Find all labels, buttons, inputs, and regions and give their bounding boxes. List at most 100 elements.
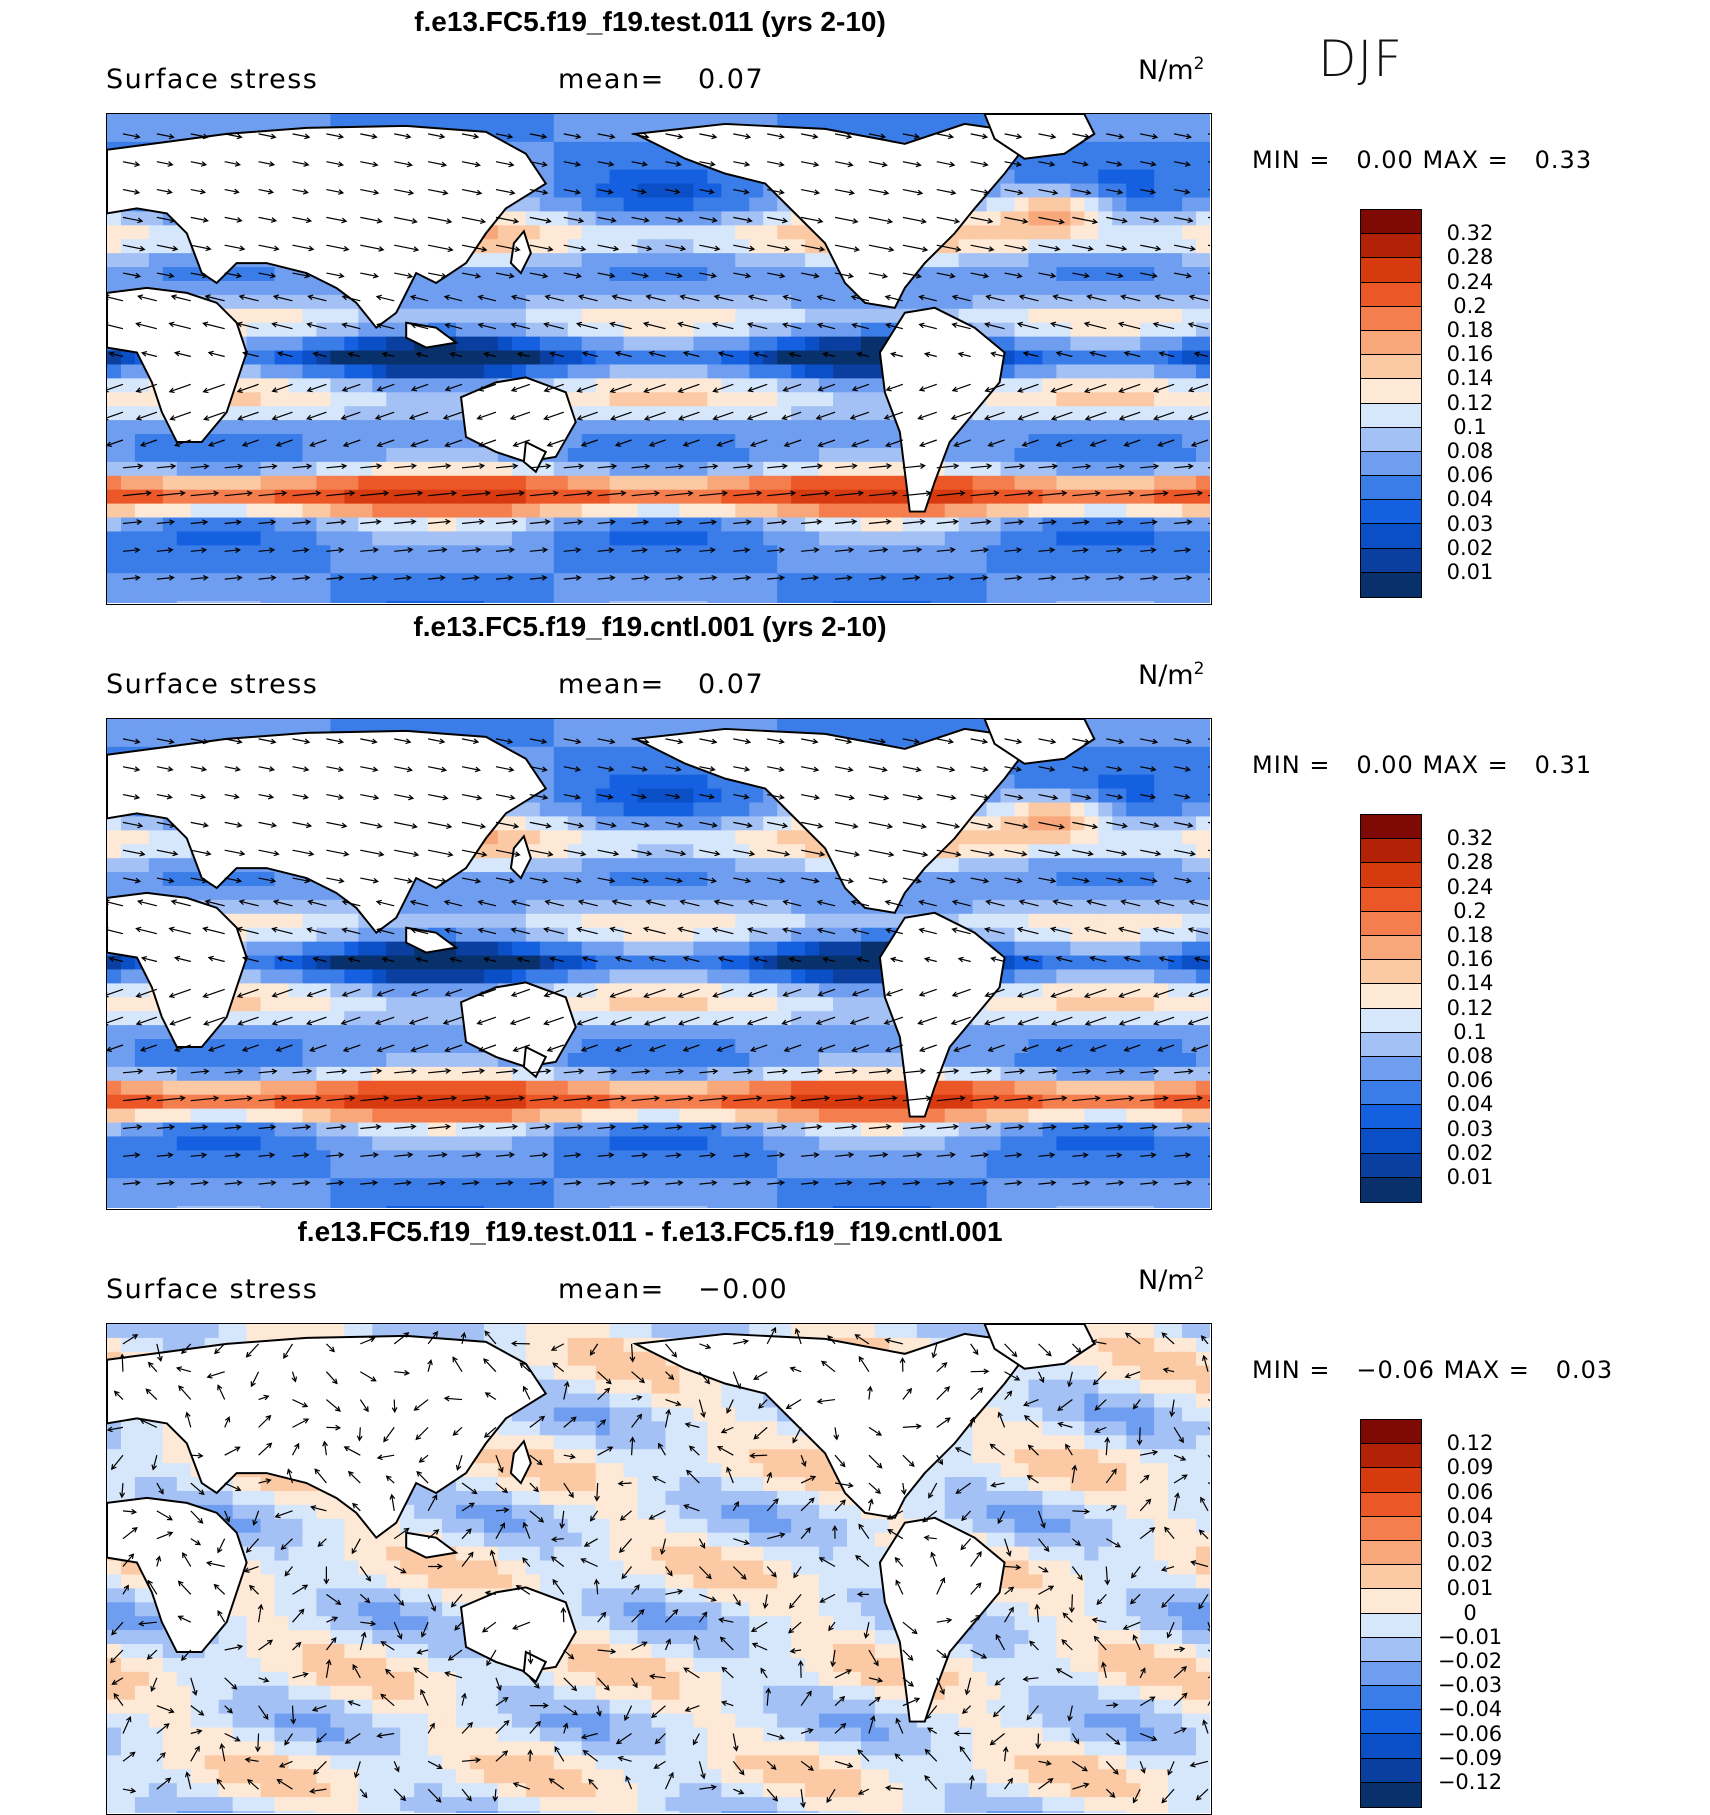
vector-arrow — [936, 244, 962, 252]
vector-arrow — [733, 1538, 750, 1546]
vector-arrow — [936, 766, 956, 773]
color-level-label: −0.04 — [1437, 1697, 1503, 1722]
vector-arrow — [1106, 519, 1124, 526]
vector-arrow — [631, 1371, 646, 1384]
vector-arrow — [190, 574, 209, 581]
vector-arrow — [868, 463, 893, 469]
vector-arrow — [522, 1557, 531, 1567]
vector-arrow — [767, 463, 789, 470]
vector-arrow — [1153, 411, 1175, 421]
vector-arrow — [597, 244, 620, 252]
vector-arrow — [529, 1677, 540, 1689]
vector-arrow — [427, 1594, 437, 1612]
vector-arrow — [1173, 161, 1192, 167]
vector-arrow — [245, 1538, 260, 1554]
vector-arrow — [206, 1371, 225, 1379]
vector-arrow — [588, 1778, 599, 1790]
vector-arrow — [258, 463, 278, 470]
vector-arrow — [394, 1095, 424, 1102]
vector-arrow — [150, 1677, 158, 1693]
vector-arrow — [548, 1778, 565, 1790]
vector-arrow — [699, 216, 718, 223]
vector-arrow — [276, 1778, 293, 1790]
vector-arrow — [427, 1330, 439, 1345]
vector-arrow — [376, 927, 395, 935]
vector-arrow — [699, 574, 718, 581]
color-swatch — [1361, 258, 1421, 283]
vector-arrow — [1187, 411, 1209, 421]
vector-arrow — [190, 1705, 205, 1716]
vector-arrow — [258, 766, 276, 772]
vector-arrow — [461, 1180, 480, 1186]
vector-arrow — [1190, 1560, 1209, 1568]
vector-arrow — [834, 1722, 847, 1734]
vector-arrow — [495, 849, 521, 857]
vector-arrow — [677, 926, 700, 935]
vector-arrow — [718, 1617, 734, 1624]
vector-arrow — [1072, 821, 1099, 830]
vector-arrow — [953, 439, 971, 448]
vector-arrow — [902, 1068, 926, 1074]
vector-arrow — [1038, 1068, 1059, 1075]
vector-arrow — [886, 1510, 904, 1520]
vector-arrow — [190, 1095, 220, 1102]
vector-arrow — [917, 1016, 937, 1025]
vector-arrow — [360, 244, 385, 252]
vector-arrow — [692, 1733, 700, 1746]
vector-arrow — [867, 1385, 873, 1400]
mean-value: 0.07 — [698, 669, 765, 700]
vector-arrow — [1017, 1016, 1039, 1026]
vector-arrow — [326, 519, 347, 525]
vector-arrow — [665, 1398, 682, 1407]
vector-arrow — [236, 383, 259, 393]
vector-arrow — [1089, 955, 1107, 963]
vector-arrow — [359, 1399, 369, 1413]
vector-arrow — [563, 1124, 584, 1130]
vector-arrow — [258, 1442, 273, 1456]
vector-arrow — [1038, 738, 1057, 745]
vector-arrow — [292, 1124, 312, 1131]
color-level-label: 0.14 — [1446, 971, 1494, 996]
vector-arrow — [326, 1616, 339, 1623]
vector-arrow — [1004, 490, 1034, 497]
vector-arrow — [1187, 383, 1209, 393]
vector-arrow — [1140, 1179, 1159, 1186]
vector-arrow — [596, 1705, 602, 1717]
vector-arrow — [1065, 1443, 1073, 1456]
color-level-label: 0 — [1463, 1600, 1477, 1625]
vector-arrow — [1200, 1335, 1209, 1345]
vector-arrow — [258, 547, 276, 554]
vector-arrow — [1072, 463, 1092, 470]
vector-arrow — [801, 1152, 820, 1158]
vector-arrow — [868, 244, 895, 253]
vector-arrow — [609, 988, 632, 999]
vector-arrow — [936, 188, 957, 196]
vector-arrow — [902, 272, 922, 279]
vector-arrow — [1140, 547, 1157, 554]
vector-arrow — [495, 244, 521, 252]
vector-arrow — [800, 1728, 814, 1735]
vector-arrow — [1018, 294, 1039, 302]
vector-arrow — [1038, 188, 1059, 196]
vector-arrow — [631, 1413, 643, 1428]
vector-arrow — [1173, 1492, 1180, 1511]
vector-arrow — [597, 1611, 607, 1623]
vector-arrow — [984, 988, 1005, 998]
vector-arrow — [800, 738, 819, 745]
vector-arrow — [747, 383, 768, 393]
vector-arrow — [817, 439, 836, 448]
vector-arrow — [549, 956, 564, 963]
vector-arrow — [325, 1371, 338, 1385]
vector-arrow — [792, 1427, 802, 1444]
vector-arrow — [665, 821, 684, 828]
vector-arrow — [122, 1751, 136, 1762]
vector-arrow — [156, 1531, 174, 1540]
color-level-label: 0.28 — [1446, 245, 1494, 270]
vector-arrow — [642, 926, 666, 935]
vector-arrow — [970, 133, 989, 140]
vector-arrow — [138, 1620, 157, 1627]
vector-arrow — [122, 1508, 138, 1515]
vector-arrow — [340, 411, 361, 421]
vector-arrow — [733, 161, 751, 167]
vector-arrow — [917, 411, 937, 420]
